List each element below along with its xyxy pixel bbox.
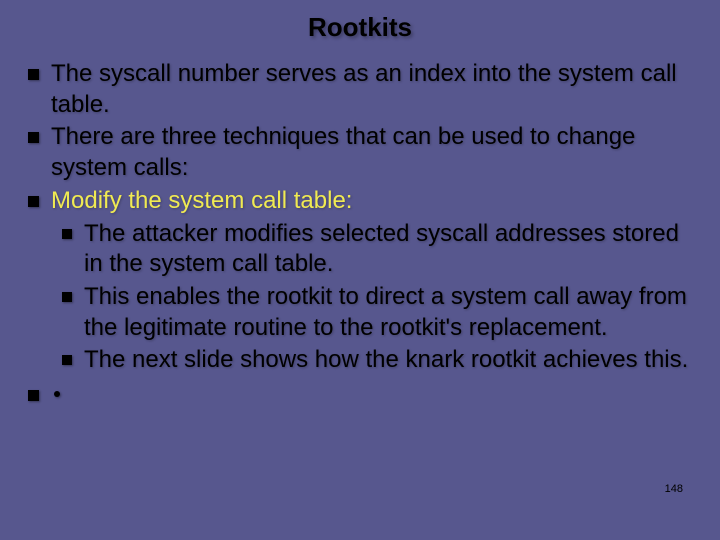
bullet-item: There are three techniques that can be u…: [28, 122, 692, 183]
slide-content: The syscall number serves as an index in…: [0, 59, 720, 401]
sub-bullet-text: The attacker modifies selected syscall a…: [84, 219, 692, 280]
bullet-marker: [28, 69, 39, 80]
bullet-item: Modify the system call table:: [28, 186, 692, 217]
bullet-marker: [62, 229, 72, 239]
bullet-marker: [62, 292, 72, 302]
sub-bullet-item: The attacker modifies selected syscall a…: [62, 219, 692, 280]
sub-bullet-item: The next slide shows how the knark rootk…: [62, 345, 692, 376]
bullet-marker: [28, 132, 39, 143]
bullet-marker: [28, 196, 39, 207]
bullet-text: The syscall number serves as an index in…: [51, 59, 692, 120]
bullet-item-partial: [28, 380, 692, 401]
bullet-marker: [28, 390, 39, 401]
sub-bullet-text: The next slide shows how the knark rootk…: [84, 345, 688, 376]
sub-bullet-text: This enables the rootkit to direct a sys…: [84, 282, 692, 343]
sub-bullet-item: This enables the rootkit to direct a sys…: [62, 282, 692, 343]
bullet-dot-marker: [54, 391, 60, 397]
page-number: 148: [665, 483, 683, 495]
slide-title: Rootkits: [0, 0, 720, 59]
bullet-text: There are three techniques that can be u…: [51, 122, 692, 183]
bullet-marker: [62, 355, 72, 365]
bullet-item: The syscall number serves as an index in…: [28, 59, 692, 120]
sub-bullet-list: The attacker modifies selected syscall a…: [28, 219, 692, 377]
bullet-text-highlighted: Modify the system call table:: [51, 186, 352, 217]
